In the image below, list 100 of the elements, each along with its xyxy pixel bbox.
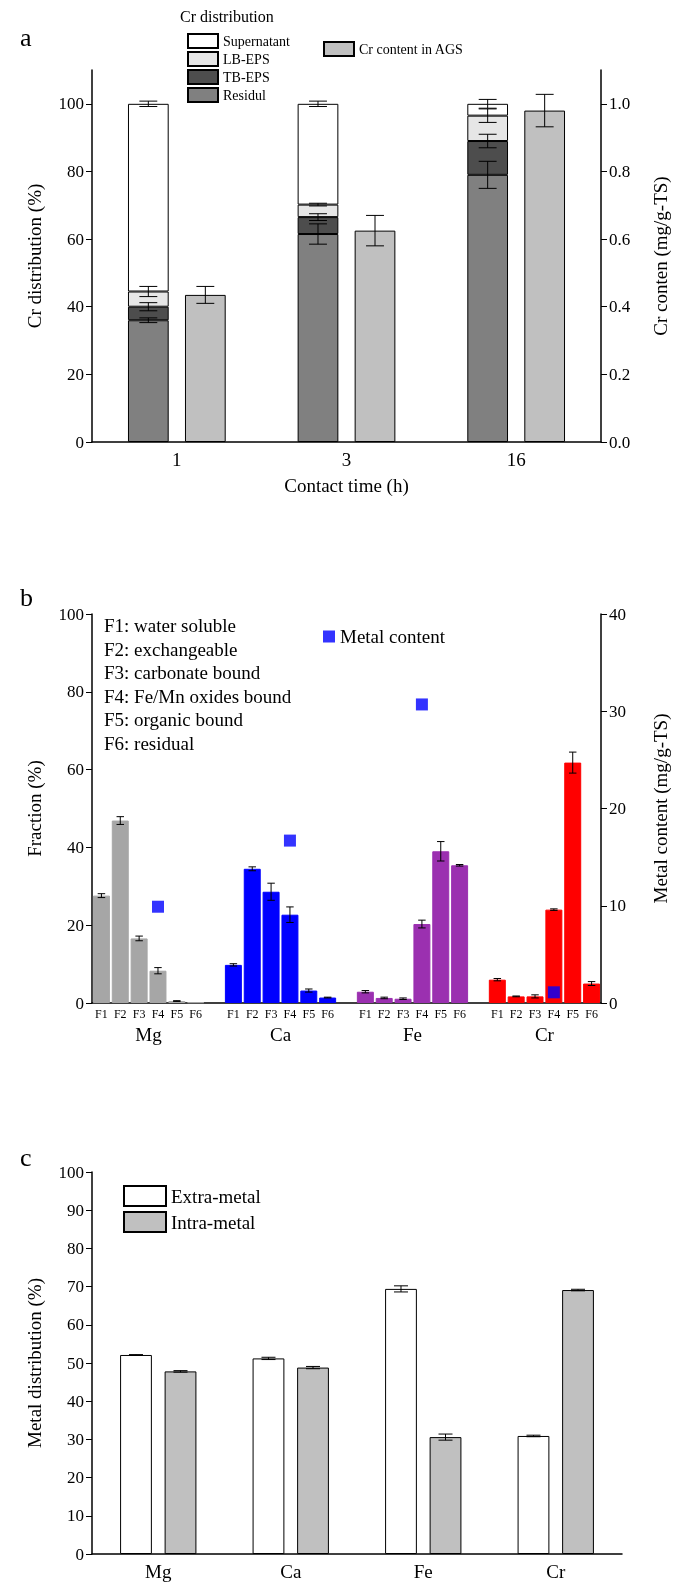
y-tick-label: 20: [67, 915, 84, 935]
y-axis-title: Cr distribution (%): [24, 183, 46, 329]
y2-tick-label: 0.8: [609, 161, 631, 181]
x-tick-label: Mg: [145, 1561, 172, 1582]
series-label: Cr: [534, 1024, 555, 1045]
x-tick-label: 16: [506, 449, 526, 470]
y-tick-label: 100: [58, 1162, 84, 1182]
y2-tick-label: 0.6: [609, 229, 631, 249]
y2-tick-label: 0.0: [609, 432, 631, 452]
bar: [319, 997, 337, 1003]
x-tick-label: F2: [377, 1007, 391, 1021]
y-tick-label: 40: [67, 297, 84, 317]
y-tick-label: 80: [67, 161, 84, 181]
y-tick-label: 0: [75, 993, 84, 1013]
y2-tick-label: 0.4: [609, 297, 631, 317]
x-tick-label: F2: [245, 1007, 259, 1021]
x-tick-label: Cr: [546, 1561, 566, 1582]
series-label: Fe: [402, 1024, 422, 1045]
y2-tick-label: 40: [609, 604, 626, 624]
y-tick-label: 20: [67, 1468, 84, 1488]
y-tick-label: 20: [67, 364, 84, 384]
y-tick-label: 10: [67, 1506, 84, 1526]
annotation: F5: organic bound: [104, 709, 244, 730]
x-tick-label: F5: [434, 1007, 448, 1021]
legend-label: LB-EPS: [223, 51, 270, 67]
bar: [92, 895, 110, 1003]
x-tick-label: F5: [170, 1007, 184, 1021]
y-tick-label: 100: [58, 604, 84, 624]
legend-label: Extra-metal: [171, 1185, 261, 1207]
point: [151, 900, 164, 913]
y-tick-label: 40: [67, 1391, 84, 1411]
y2-tick-label: 1.0: [609, 94, 631, 114]
x-tick-label: F6: [453, 1007, 466, 1021]
annotation: F1: water soluble: [104, 615, 236, 636]
y-axis-title: Fraction (%): [24, 760, 46, 857]
bar: [356, 991, 374, 1003]
x-tick-label: F5: [566, 1007, 580, 1021]
y2-tick-label: 0.2: [609, 364, 631, 384]
annotation: F4: Fe/Mn oxides bound: [104, 685, 292, 707]
y-tick-label: 80: [67, 1238, 84, 1258]
x-tick-label: F4: [547, 1007, 561, 1021]
x-tick-label: F3: [264, 1007, 278, 1021]
legend-label: Supernatant: [223, 33, 290, 49]
y-tick-label: 0: [75, 1544, 84, 1564]
x-tick-label: 3: [341, 449, 352, 470]
y-tick-label: 0: [75, 432, 84, 452]
x-tick-label: F1: [490, 1007, 504, 1021]
point: [547, 986, 560, 999]
series-label: Ca: [269, 1024, 292, 1045]
x-tick-label: F6: [585, 1007, 598, 1021]
bar: [224, 964, 242, 1003]
y2-axis-title: Metal content (mg/g-TS): [650, 713, 672, 904]
y2-axis-title: Cr conten (mg/g-TS): [650, 176, 672, 336]
y2-tick-label: 0: [609, 993, 618, 1013]
y-tick-label: 70: [67, 1277, 84, 1297]
annotation: F3: carbonate bound: [104, 662, 261, 683]
point: [283, 834, 296, 847]
y-tick-label: 80: [67, 682, 84, 702]
annotation: F2: exchangeable: [104, 638, 238, 660]
y-tick-label: 60: [67, 760, 84, 780]
y-tick-label: 50: [67, 1353, 84, 1373]
y2-tick-label: 10: [609, 896, 626, 916]
x-tick-label: F4: [283, 1007, 297, 1021]
y-tick-label: 40: [67, 837, 84, 857]
x-tick-label: F3: [396, 1007, 410, 1021]
series-label: Mg: [135, 1024, 163, 1045]
x-tick-label: F1: [227, 1007, 240, 1021]
y-tick-label: 90: [67, 1200, 84, 1220]
legend-label: Cr content in AGS: [359, 41, 463, 57]
chart-title: a: [20, 22, 32, 52]
annotation: F6: residual: [104, 732, 195, 754]
x-tick-label: F1: [359, 1007, 372, 1021]
bar: [583, 983, 601, 1003]
bar: [488, 979, 506, 1003]
x-tick-label: F3: [132, 1007, 146, 1021]
legend-label: Intra-metal: [171, 1211, 256, 1233]
x-tick-label: F4: [151, 1007, 165, 1021]
x-tick-label: F6: [321, 1007, 334, 1021]
x-axis-title: Contact time (h): [284, 475, 409, 497]
x-tick-label: Ca: [280, 1561, 302, 1582]
x-tick-label: F3: [528, 1007, 542, 1021]
chart-title: b: [20, 582, 33, 612]
legend-label: Metal content: [340, 626, 446, 647]
x-tick-label: F2: [509, 1007, 523, 1021]
y-tick-label: 30: [67, 1429, 84, 1449]
y-tick-label: 60: [67, 1315, 84, 1335]
x-tick-label: F2: [113, 1007, 127, 1021]
x-tick-label: F6: [189, 1007, 203, 1021]
y-tick-label: 60: [67, 229, 84, 249]
y-tick-label: 100: [58, 94, 84, 114]
x-tick-label: Fe: [413, 1561, 433, 1582]
x-tick-label: 1: [172, 449, 182, 470]
point: [415, 698, 428, 711]
y-axis-title: Metal distribution (%): [24, 1278, 46, 1448]
x-tick-label: F5: [302, 1007, 316, 1021]
x-tick-label: F4: [415, 1007, 429, 1021]
y2-tick-label: 20: [609, 799, 626, 818]
y2-tick-label: 30: [609, 701, 626, 721]
bar: [451, 865, 469, 1003]
legend-label: Residul: [223, 87, 266, 103]
